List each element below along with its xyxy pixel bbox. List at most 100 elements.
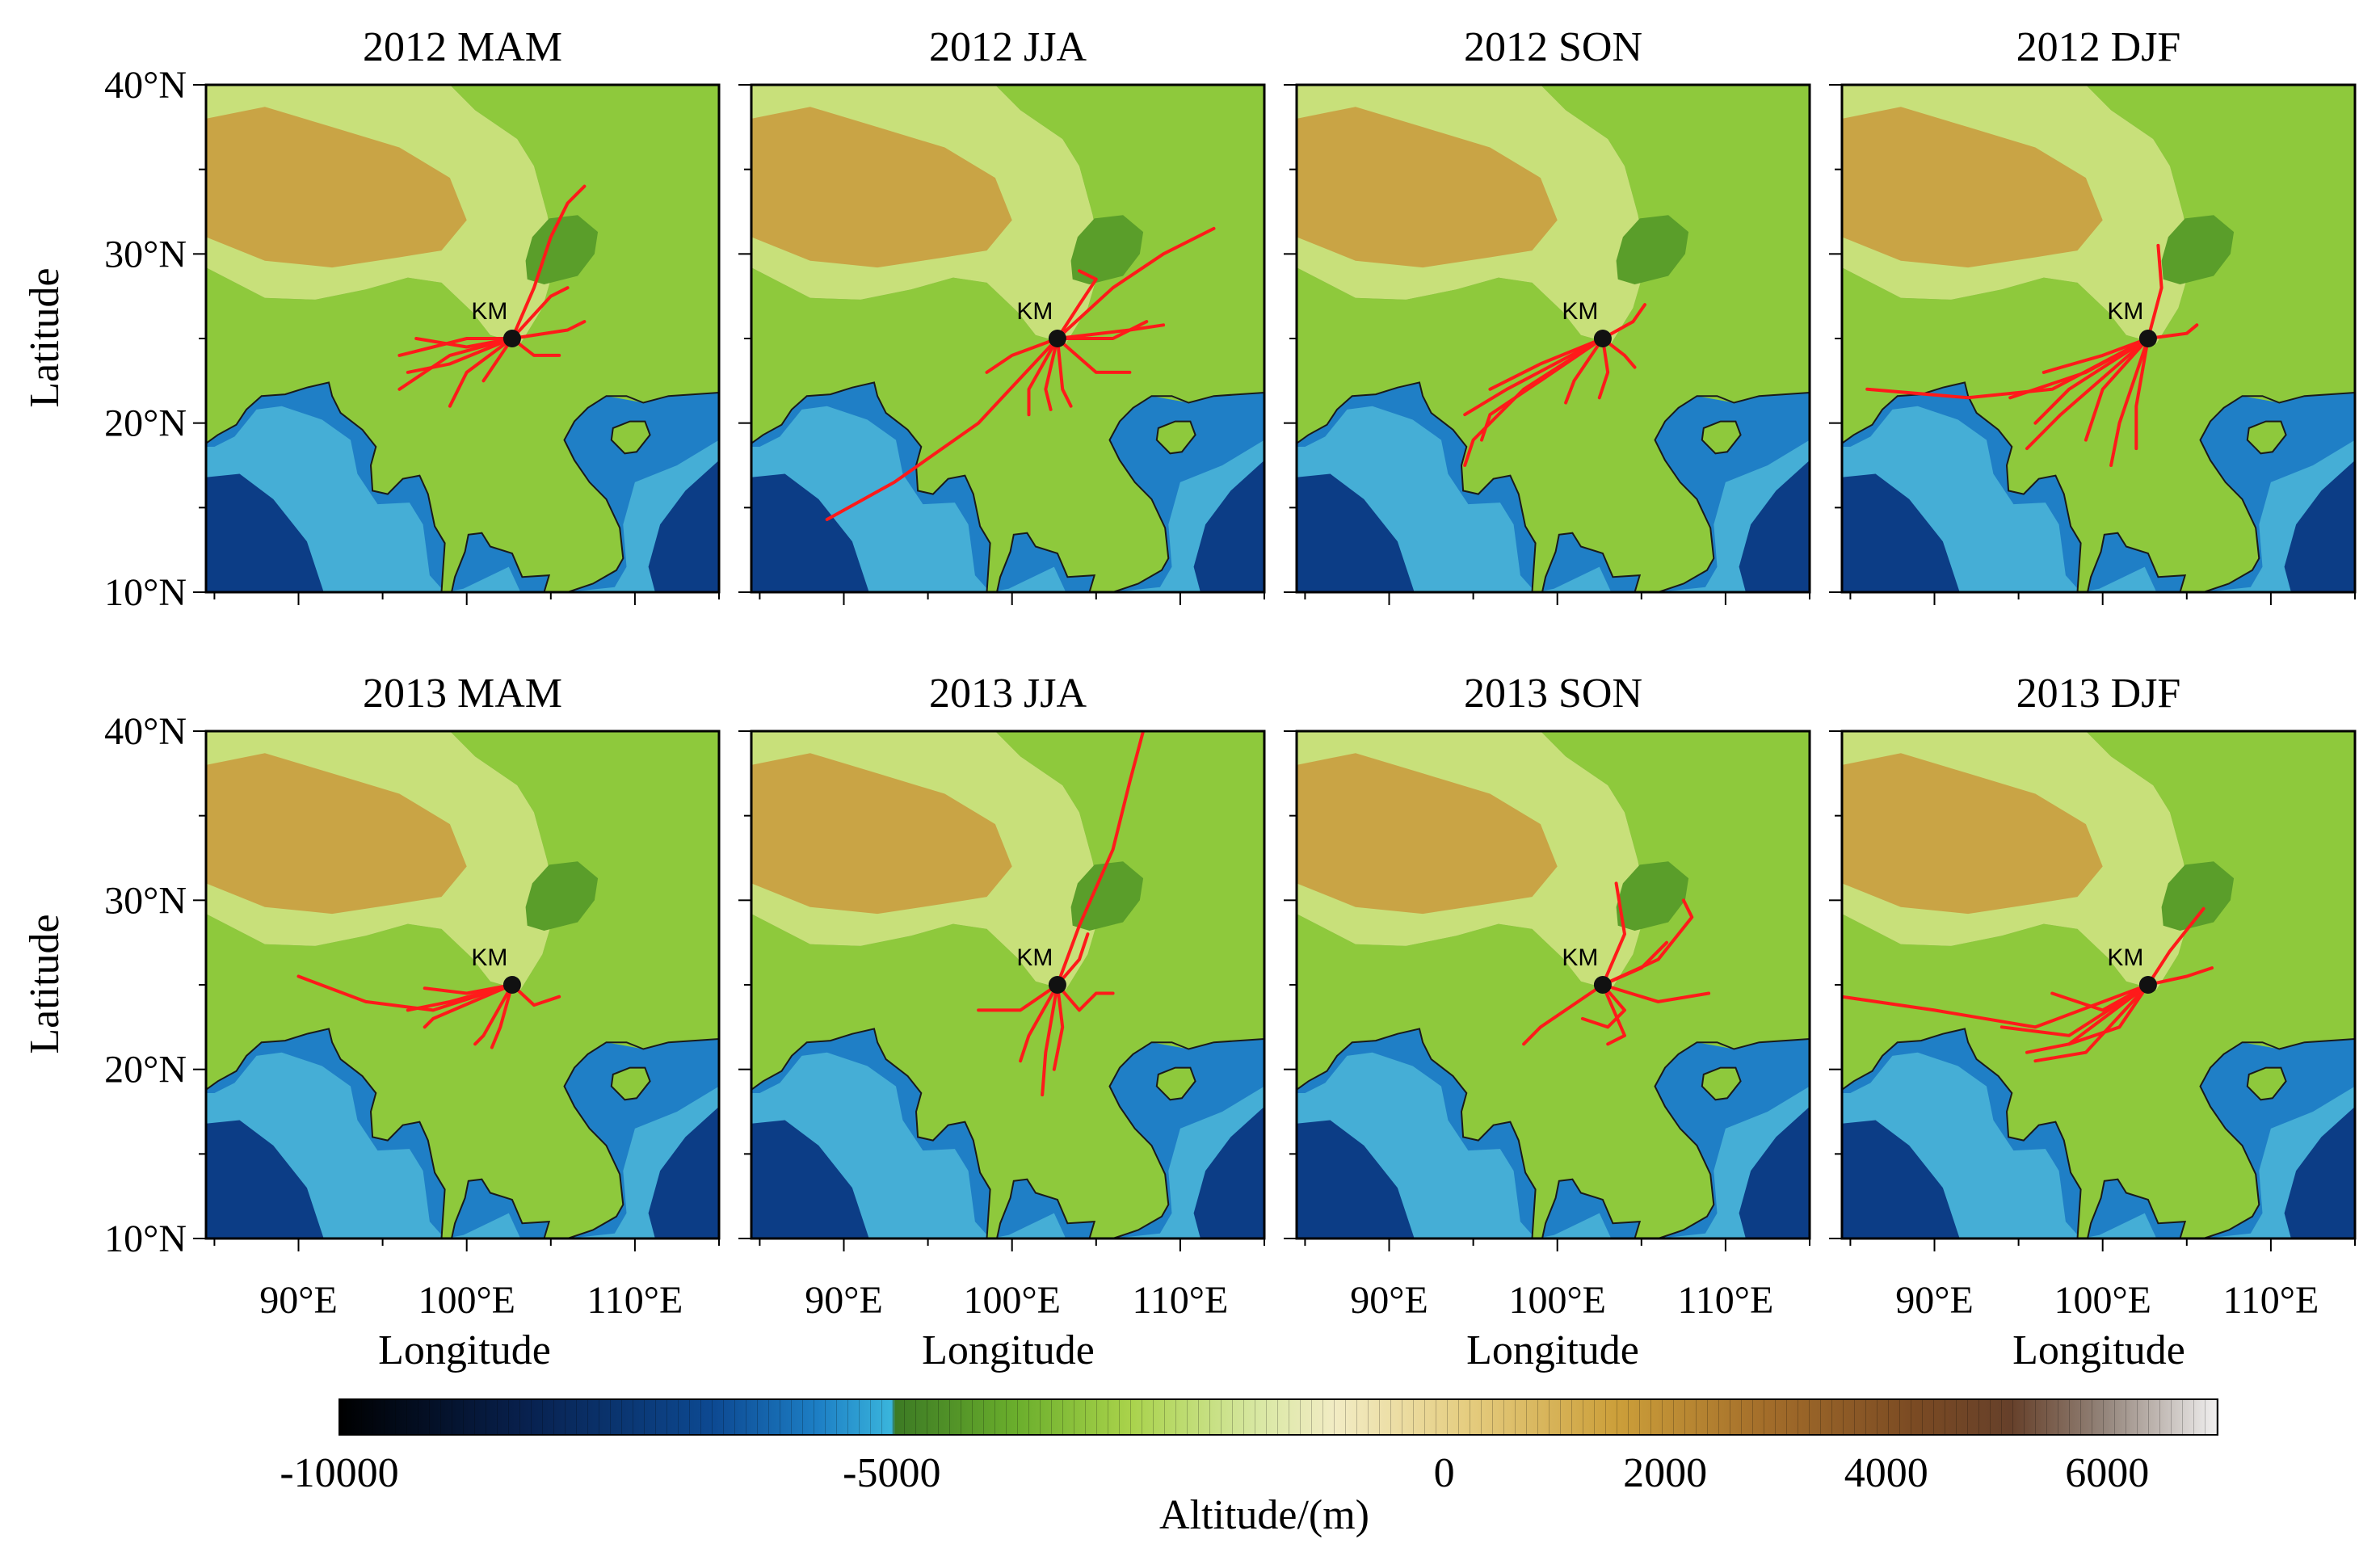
map-panel-2012-MAM: KM 2012 MAM 40°N 30°N 20°N 10°N [104, 24, 721, 614]
station-marker-icon [502, 976, 521, 994]
trajectory-line [2134, 337, 2150, 451]
sichuan-basin-region [2161, 861, 2235, 931]
panel-title: 2013 SON [1464, 671, 1642, 717]
trajectory-line [510, 184, 587, 340]
trajectory-line [423, 983, 514, 1029]
trajectory-line [406, 983, 514, 1012]
coastline [1842, 381, 2082, 592]
colorbar-tick-label: 2000 [1623, 1450, 1707, 1496]
station-label: KM [1562, 298, 1598, 325]
trajectory-line [2008, 337, 2150, 400]
shallow-sea-region [1297, 1052, 1810, 1238]
trajectory-line [2109, 337, 2150, 467]
station-label: KM [2107, 298, 2143, 325]
terrain-map: KM [1297, 731, 1810, 1238]
trajectory-line [1019, 983, 1059, 1063]
station-label: KM [1016, 298, 1053, 325]
trajectory-line [1600, 881, 1626, 986]
lowland-region [1842, 731, 2355, 1238]
y-tick-label: 30°N [104, 233, 187, 275]
deep-sea-region [206, 473, 324, 592]
coastline [1108, 392, 1264, 592]
sichuan-basin-region [2161, 215, 2235, 284]
map-panel-2013-MAM: KM 2013 MAM 90°E 100°E 110°E 40°N 30°N 20°N 10°N [104, 671, 721, 1322]
trajectory-line [1580, 983, 1626, 1029]
x-tick-label: 90°E [1895, 1279, 1974, 1322]
panel-title: 2013 JJA [929, 671, 1087, 717]
x-axis-label-col4: Longitude [2012, 1327, 2185, 1373]
shallow-sea-region [1842, 406, 2355, 592]
lowland-region [1297, 731, 1810, 1238]
trajectory-line [1052, 983, 1065, 1071]
trajectory-line [1027, 337, 1059, 417]
trajectory-line [1480, 337, 1604, 442]
hainan-island [1701, 1066, 1742, 1101]
panel-title: 2012 JJA [929, 24, 1087, 70]
coastline [996, 1178, 1096, 1238]
trajectory-line [2025, 983, 2150, 1054]
x-tick-label: 110°E [1133, 1279, 1229, 1322]
plateau-region [751, 753, 1012, 915]
trajectory-line [1600, 983, 1626, 1046]
map-panel-2012-SON: KM 2012 SON [1284, 24, 1811, 605]
colorbar-stripes [339, 1399, 2218, 1435]
coastline [206, 1028, 446, 1238]
trajectory-line [1041, 983, 1059, 1097]
colorbar-frame [338, 1398, 2218, 1436]
trajectory-line [1044, 337, 1059, 411]
plateau-region [206, 753, 467, 915]
y-axis-label-row1: Latitude [22, 267, 68, 407]
station-label: KM [471, 944, 507, 971]
trajectory-line [2025, 337, 2150, 451]
shallow-sea-region [206, 406, 719, 592]
deep-sea-region [1842, 473, 1960, 592]
trajectory-line [2033, 983, 2150, 1063]
trajectory-line [1055, 323, 1166, 340]
shallow-sea-region [206, 1052, 719, 1238]
trajectory-line [2084, 337, 2150, 442]
trajectory-line [2067, 983, 2150, 1046]
map-panel-2012-JJA: KM 2012 JJA [738, 24, 1266, 605]
coastline [1654, 392, 1810, 592]
trajectory-line [1055, 731, 1146, 986]
trajectory-line [473, 983, 514, 1046]
plateau-region [1297, 753, 1558, 915]
terrain-map: KM [1842, 85, 2355, 592]
terrain-map: KM [1842, 731, 2355, 1238]
coastline [451, 1178, 551, 1238]
x-axis-label-col2: Longitude [922, 1327, 1095, 1373]
trajectory-line [1600, 303, 1646, 340]
sichuan-basin-region [1070, 861, 1144, 931]
hainan-island [1155, 420, 1196, 455]
panel-title: 2013 MAM [363, 671, 562, 717]
trajectory-line [1522, 983, 1604, 1046]
trajectory-line [1564, 337, 1604, 405]
trajectory-line [985, 337, 1059, 374]
station-marker-icon [1593, 976, 1612, 994]
plateau-region [1297, 107, 1558, 268]
trajectory-line [406, 337, 514, 374]
trajectory-line [2033, 337, 2150, 425]
map-panel-2012-DJF: KM 2012 DJF [1829, 24, 2357, 605]
terrain-map: KM [751, 731, 1264, 1238]
trajectory-line [1600, 983, 1711, 1003]
x-tick-label: 110°E [2223, 1279, 2319, 1322]
trajectory-line [1055, 983, 1115, 1012]
terrain-map: KM [751, 85, 1264, 592]
shallow-sea-region [1842, 1052, 2355, 1238]
colorbar-tick-label: -10000 [280, 1450, 398, 1496]
y-tick-label: 20°N [104, 402, 187, 445]
deep-sea-region [1842, 1120, 1960, 1238]
x-tick-label: 100°E [963, 1279, 1061, 1322]
sichuan-basin-region [1616, 215, 1689, 284]
colorbar-label: Altitude/(m) [1159, 1492, 1369, 1538]
colorbar-tick-label: 4000 [1844, 1450, 1928, 1496]
colorbar-tick-label: 6000 [2065, 1450, 2149, 1496]
station-marker-icon [1593, 330, 1612, 347]
trajectory-line [510, 320, 587, 340]
shallow-sea-region [751, 406, 1264, 592]
trajectory-line [825, 337, 1059, 521]
y-tick-label: 40°N [104, 64, 187, 107]
coastline [2087, 1178, 2187, 1238]
